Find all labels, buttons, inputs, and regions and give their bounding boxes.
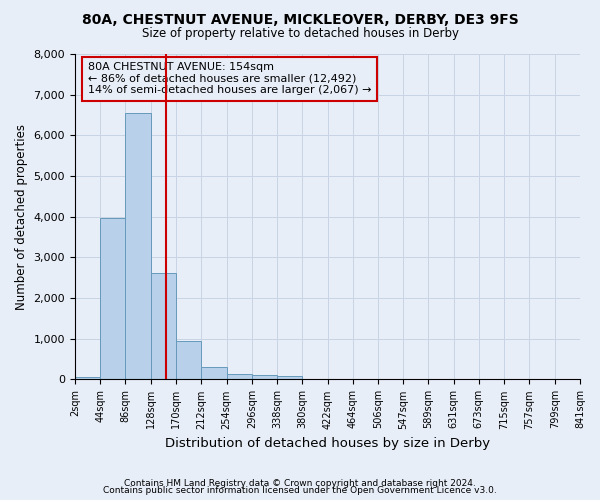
Bar	[125, 113, 151, 380]
Bar	[176, 341, 202, 380]
Text: Size of property relative to detached houses in Derby: Size of property relative to detached ho…	[142, 28, 458, 40]
X-axis label: Distribution of detached houses by size in Derby: Distribution of detached houses by size …	[165, 437, 490, 450]
Bar	[252, 375, 277, 380]
Bar	[151, 273, 176, 380]
Y-axis label: Number of detached properties: Number of detached properties	[15, 124, 28, 310]
Bar	[202, 367, 227, 380]
Text: 80A CHESTNUT AVENUE: 154sqm
← 86% of detached houses are smaller (12,492)
14% of: 80A CHESTNUT AVENUE: 154sqm ← 86% of det…	[88, 62, 371, 96]
Bar	[227, 374, 252, 380]
Text: Contains public sector information licensed under the Open Government Licence v3: Contains public sector information licen…	[103, 486, 497, 495]
Text: 80A, CHESTNUT AVENUE, MICKLEOVER, DERBY, DE3 9FS: 80A, CHESTNUT AVENUE, MICKLEOVER, DERBY,…	[82, 12, 518, 26]
Bar	[75, 376, 100, 380]
Bar	[277, 376, 302, 380]
Bar	[100, 218, 125, 380]
Text: Contains HM Land Registry data © Crown copyright and database right 2024.: Contains HM Land Registry data © Crown c…	[124, 478, 476, 488]
